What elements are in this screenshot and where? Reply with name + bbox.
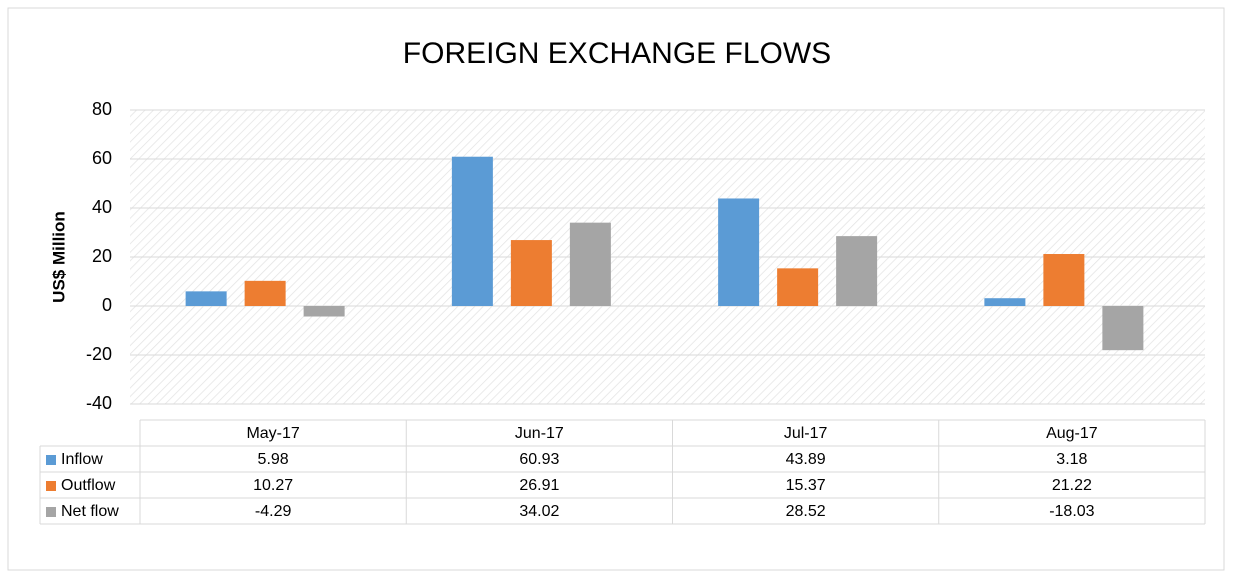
- x-tick-label: Jul-17: [784, 425, 828, 442]
- bar: [510, 240, 552, 306]
- y-tick-label: 0: [102, 295, 112, 315]
- table-value: 60.93: [519, 451, 559, 468]
- y-tick-label: 20: [92, 246, 112, 266]
- table-value: 43.89: [786, 451, 826, 468]
- y-tick-label: -40: [86, 393, 112, 413]
- table-value: 26.91: [519, 477, 559, 494]
- x-tick-label: Aug-17: [1046, 425, 1098, 442]
- bar: [303, 306, 345, 317]
- legend-key: [46, 507, 56, 517]
- legend-label: Inflow: [61, 451, 103, 468]
- legend-label: Net flow: [61, 503, 119, 520]
- table-value: -4.29: [255, 503, 292, 520]
- bar: [244, 280, 286, 306]
- bar: [185, 291, 227, 306]
- table-value: 28.52: [786, 503, 826, 520]
- y-tick-label: 40: [92, 197, 112, 217]
- table-value: 34.02: [519, 503, 559, 520]
- legend-label: Outflow: [61, 477, 116, 494]
- bar: [836, 236, 878, 306]
- legend-key: [46, 481, 56, 491]
- table-value: 21.22: [1052, 477, 1092, 494]
- y-tick-label: 60: [92, 148, 112, 168]
- bar: [1043, 254, 1085, 306]
- x-tick-label: May-17: [246, 425, 299, 442]
- y-axis-label: US$ Million: [49, 211, 68, 303]
- bar: [1102, 306, 1144, 351]
- table-value: 15.37: [786, 477, 826, 494]
- legend-key: [46, 455, 56, 465]
- table-value: 3.18: [1056, 451, 1087, 468]
- chart-title: FOREIGN EXCHANGE FLOWS: [403, 37, 831, 70]
- bar: [777, 268, 819, 306]
- bar: [984, 298, 1026, 306]
- y-tick-label: -20: [86, 344, 112, 364]
- bar: [451, 156, 493, 306]
- bar: [569, 222, 611, 306]
- table-value: -18.03: [1049, 503, 1094, 520]
- x-tick-label: Jun-17: [515, 425, 564, 442]
- table-value: 5.98: [258, 451, 289, 468]
- bar: [718, 198, 760, 306]
- table-value: 10.27: [253, 477, 293, 494]
- y-tick-label: 80: [92, 99, 112, 119]
